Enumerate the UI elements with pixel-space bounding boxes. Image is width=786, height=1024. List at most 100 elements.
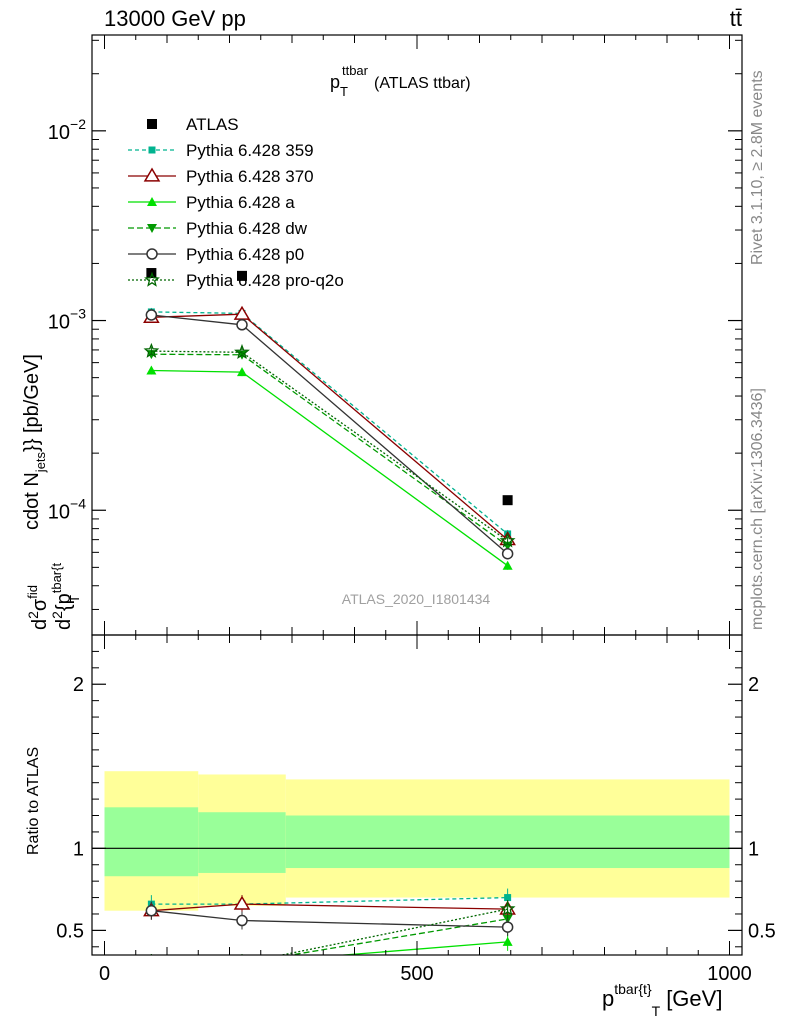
- series-point-main: [501, 547, 514, 560]
- svg-text:cdot Njets}} [pb/GeV]: cdot Njets}} [pb/GeV]: [21, 354, 48, 530]
- y-tick-label: 10−2: [48, 116, 86, 144]
- y-tick-base: 10: [48, 312, 70, 334]
- ratio-tick-label-right: 0.5: [748, 920, 776, 942]
- xlabel-sup: tbar{t}: [614, 981, 652, 997]
- legend-label: Pythia 6.428 370: [186, 167, 314, 186]
- legend-marker: [147, 224, 157, 233]
- plot-title: pTttbar (ATLAS ttbar): [330, 63, 471, 99]
- ratio-band-green: [104, 807, 199, 877]
- ratio-band-green: [285, 815, 730, 869]
- legend-label: Pythia 6.428 a: [186, 193, 295, 212]
- series-line-ratio: [336, 941, 508, 955]
- series-line-ratio: [287, 918, 508, 955]
- series-point-ratio: [237, 958, 247, 967]
- series-point-main: [146, 365, 157, 375]
- xlabel-rest: [GeV]: [666, 986, 722, 1011]
- ylabel-p: {p: [53, 593, 75, 611]
- legend: ATLAS Pythia 6.428 359 Pythia 6.428 370 Pyt…: [128, 115, 344, 290]
- series-point-ratio: [237, 959, 247, 968]
- ratio-tick-label: 1: [73, 838, 84, 860]
- series-point-ratio: [233, 895, 251, 910]
- ylabel-jets: jets: [33, 451, 48, 473]
- ylabel-tbar: tbar{t: [49, 563, 64, 594]
- legend-label: Pythia 6.428 pro-q2o: [186, 271, 344, 290]
- atlas-data-point: [146, 268, 157, 279]
- series-line-ratio: [151, 896, 508, 905]
- series-line-main: [151, 311, 509, 535]
- series-point-main: [502, 560, 513, 570]
- legend-label: Pythia 6.428 359: [186, 141, 314, 160]
- mcplots-label: mcplots.cern.ch [arXiv:1306.3436]: [749, 388, 766, 630]
- ylabel-fid: fid: [25, 585, 40, 599]
- plot-title-sub: T: [340, 84, 348, 99]
- y-tick-base: 10: [48, 501, 70, 523]
- y-axis-label: d2σfid d2{ptbar{tT cdot Njets}} [pb/GeV]: [21, 354, 82, 630]
- ylabel-cdot: cdot N: [21, 472, 43, 530]
- svg-text:d2{ptbar{tT: d2{ptbar{tT: [49, 563, 82, 630]
- series-point-ratio: [146, 959, 156, 968]
- y-tick-exp: −2: [70, 116, 86, 132]
- series-line-ratio: [151, 910, 508, 928]
- ratio-tick-label: 2: [73, 674, 84, 696]
- series-point-ratio: [502, 936, 513, 946]
- ratio-band-green: [198, 812, 286, 873]
- series-line-main: [151, 350, 508, 542]
- legend-marker-atlas: [147, 119, 157, 129]
- series-point-main: [237, 367, 247, 377]
- ratio-panel: 0 500 1000 0.5 0.5 1 1 2 2 Ratio to ATLAS: [25, 634, 776, 985]
- series-point-ratio: [151, 954, 152, 955]
- legend-marker: [143, 167, 161, 182]
- series-point-ratio: [504, 894, 512, 902]
- plot-title-main: p: [330, 72, 340, 92]
- watermark: ATLAS_2020_I1801434: [342, 591, 491, 607]
- x-tick-label: 0: [99, 963, 110, 985]
- y-tick-base: 10: [48, 122, 70, 144]
- rivet-label: Rivet 3.1.10, ≥ 2.8M events: [749, 70, 766, 265]
- ylabel-sigma: σ: [29, 598, 51, 611]
- ylabel-units: }} [pb/GeV]: [21, 354, 43, 452]
- header-process: 13000 GeV pp: [104, 6, 246, 31]
- x-axis-label: ptbar{t}T [GeV]: [602, 981, 722, 1019]
- series-point-main: [143, 342, 160, 358]
- legend-marker: [147, 197, 157, 206]
- series-point-ratio: [241, 954, 243, 955]
- y-tick-label: 10−3: [48, 306, 86, 334]
- y-tick-label: 10−4: [48, 495, 86, 523]
- header-channel: tt̄: [730, 6, 742, 31]
- y-tick-exp: −3: [70, 306, 86, 322]
- series-point-ratio: [236, 914, 248, 927]
- main-panel: 10−210−310−4 ATLAS_2020_I1801434 pTttbar…: [48, 34, 743, 636]
- svg-text:d2σfid: d2σfid: [25, 585, 51, 630]
- plot-title-rest: (ATLAS ttbar): [374, 75, 471, 92]
- ratio-tick-label-right: 2: [748, 674, 759, 696]
- legend-marker: [146, 248, 158, 260]
- x-tick-label: 1000: [707, 963, 752, 985]
- series-point-ratio: [499, 900, 516, 916]
- atlas-data-point: [237, 270, 247, 281]
- series-point-ratio: [145, 904, 158, 917]
- ylabel-sup-2a: 2: [25, 611, 41, 619]
- ylabel-T: T: [67, 595, 82, 603]
- plot-title-sup: ttbar: [342, 63, 369, 78]
- legend-marker: [148, 146, 156, 154]
- x-tick-label: 500: [400, 963, 433, 985]
- ratio-axis-label: Ratio to ATLAS: [25, 747, 42, 855]
- ratio-tick-label-right: 1: [748, 838, 759, 860]
- ylabel-d2: d: [53, 619, 75, 630]
- legend-label-atlas: ATLAS: [186, 115, 239, 134]
- series-point-main: [236, 319, 248, 331]
- series-line-main: [151, 313, 509, 541]
- ylabel-sup-2b: 2: [49, 611, 65, 619]
- legend-label: Pythia 6.428 dw: [186, 219, 308, 238]
- legend-label: Pythia 6.428 p0: [186, 245, 304, 264]
- ylabel-d: d: [29, 619, 51, 630]
- xlabel-sub: T: [652, 1003, 661, 1019]
- ratio-tick-label: 0.5: [56, 920, 84, 942]
- series-point-main: [499, 532, 516, 548]
- xlabel-main: p: [602, 986, 614, 1011]
- series-line-main: [151, 353, 508, 547]
- atlas-data-point: [502, 495, 513, 506]
- series-point-ratio: [501, 921, 514, 933]
- series-point-main: [502, 541, 513, 551]
